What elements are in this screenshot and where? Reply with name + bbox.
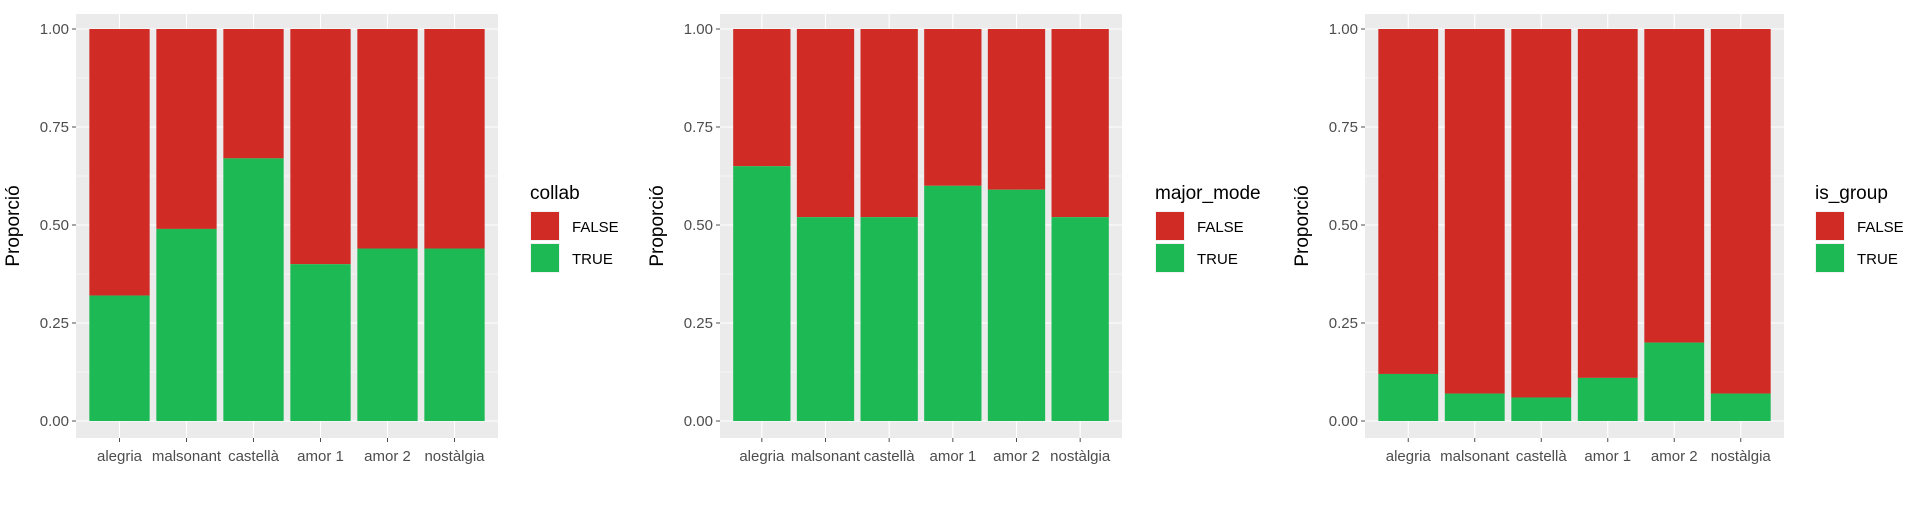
bar-false-nostàlgia [1051, 29, 1109, 218]
bar-false-nostàlgia [424, 29, 485, 249]
legend-label-false: FALSE [1857, 219, 1904, 236]
chart-panel-1: alegria malsonant castellà amor 1 amor 2 nost… [3, 14, 619, 465]
bar-true-alegria [1378, 373, 1439, 421]
bar-true-amor-2 [987, 189, 1046, 421]
bar-false-castellà [223, 29, 284, 159]
y-axis-title: Proporció [1292, 185, 1313, 266]
x-tick-label: castellà [864, 448, 916, 465]
y-tick-label: 1.00 [40, 21, 69, 38]
legend-swatch-true [1156, 244, 1184, 272]
bar-true-amor-2 [1644, 342, 1705, 421]
x-tick-label: alegria [97, 448, 143, 465]
legend-swatch-true [1816, 244, 1844, 272]
y-tick-label: 1.00 [1329, 21, 1358, 38]
legend-swatch-false [531, 212, 559, 240]
x-tick-label: amor 2 [1651, 448, 1698, 465]
bar-true-castellà [860, 217, 918, 421]
bar-false-alegria [89, 29, 150, 296]
legend-title: is_group [1815, 183, 1888, 204]
bar-false-amor-2 [357, 29, 418, 249]
y-tick-label: 0.75 [40, 119, 69, 136]
y-tick-label: 1.00 [684, 21, 713, 38]
bar-false-nostàlgia [1710, 29, 1771, 394]
x-tick-label: malsonant [791, 448, 861, 465]
bar-false-malsonant [1444, 29, 1505, 394]
bar-false-amor-2 [987, 29, 1046, 190]
legend-label-true: TRUE [1857, 251, 1898, 268]
x-tick-label: amor 1 [929, 448, 976, 465]
legend-label-true: TRUE [572, 251, 613, 268]
bar-true-nostàlgia [1051, 217, 1109, 421]
y-tick-label: 0.50 [1329, 217, 1358, 234]
bar-true-castellà [1511, 397, 1572, 421]
bar-true-malsonant [796, 217, 855, 421]
x-tick-label: castellà [1516, 448, 1568, 465]
x-tick-label: amor 1 [1584, 448, 1631, 465]
bar-false-castellà [1511, 29, 1572, 398]
legend-title: major_mode [1155, 183, 1261, 204]
y-tick-label: 0.50 [40, 217, 69, 234]
bar-false-amor-1 [290, 29, 351, 265]
bar-true-amor-1 [1577, 377, 1638, 421]
bar-true-nostàlgia [424, 248, 485, 421]
legend-label-false: FALSE [572, 219, 619, 236]
legend-swatch-false [1156, 212, 1184, 240]
x-tick-label: nostàlgia [1711, 448, 1772, 465]
y-tick-label: 0.75 [1329, 119, 1358, 136]
x-tick-label: amor 2 [364, 448, 411, 465]
y-axis-title: Proporció [3, 185, 24, 266]
bar-true-malsonant [156, 228, 217, 421]
legend-label-true: TRUE [1197, 251, 1238, 268]
y-tick-label: 0.75 [684, 119, 713, 136]
bar-false-castellà [860, 29, 918, 218]
bar-true-amor-1 [290, 264, 351, 421]
legend-title: collab [530, 183, 580, 204]
bar-true-amor-1 [924, 185, 982, 421]
bar-true-nostàlgia [1710, 393, 1771, 421]
bar-true-castellà [223, 158, 284, 422]
bar-true-malsonant [1444, 393, 1505, 421]
bar-false-amor-1 [1577, 29, 1638, 378]
x-tick-label: amor 2 [993, 448, 1040, 465]
x-tick-label: castellà [228, 448, 280, 465]
y-tick-label: 0.50 [684, 217, 713, 234]
bar-true-alegria [733, 166, 791, 421]
x-tick-label: amor 1 [297, 448, 344, 465]
x-tick-label: alegria [1386, 448, 1432, 465]
y-axis-title: Proporció [647, 185, 668, 266]
x-tick-label: malsonant [152, 448, 222, 465]
legend-swatch-true [531, 244, 559, 272]
bar-false-amor-1 [924, 29, 982, 186]
bar-false-malsonant [156, 29, 217, 229]
bar-false-alegria [1378, 29, 1439, 374]
x-tick-label: nostàlgia [1050, 448, 1111, 465]
bar-false-malsonant [796, 29, 855, 218]
y-tick-label: 0.00 [40, 413, 69, 430]
y-tick-label: 0.25 [1329, 315, 1358, 332]
x-tick-label: alegria [739, 448, 785, 465]
bar-false-alegria [733, 29, 791, 167]
y-tick-label: 0.25 [684, 315, 713, 332]
bar-true-amor-2 [357, 248, 418, 421]
legend-label-false: FALSE [1197, 219, 1244, 236]
y-tick-label: 0.25 [40, 315, 69, 332]
x-tick-label: nostàlgia [424, 448, 485, 465]
y-tick-label: 0.00 [684, 413, 713, 430]
bar-true-alegria [89, 295, 150, 421]
chart-panel-2: alegria malsonant castellà amor 1 amor 2 nost… [647, 14, 1261, 465]
x-tick-label: malsonant [1440, 448, 1510, 465]
bar-false-amor-2 [1644, 29, 1705, 343]
y-tick-label: 0.00 [1329, 413, 1358, 430]
chart-panel-3: alegria malsonant castellà amor 1 amor 2 nost… [1292, 14, 1904, 465]
legend-swatch-false [1816, 212, 1844, 240]
